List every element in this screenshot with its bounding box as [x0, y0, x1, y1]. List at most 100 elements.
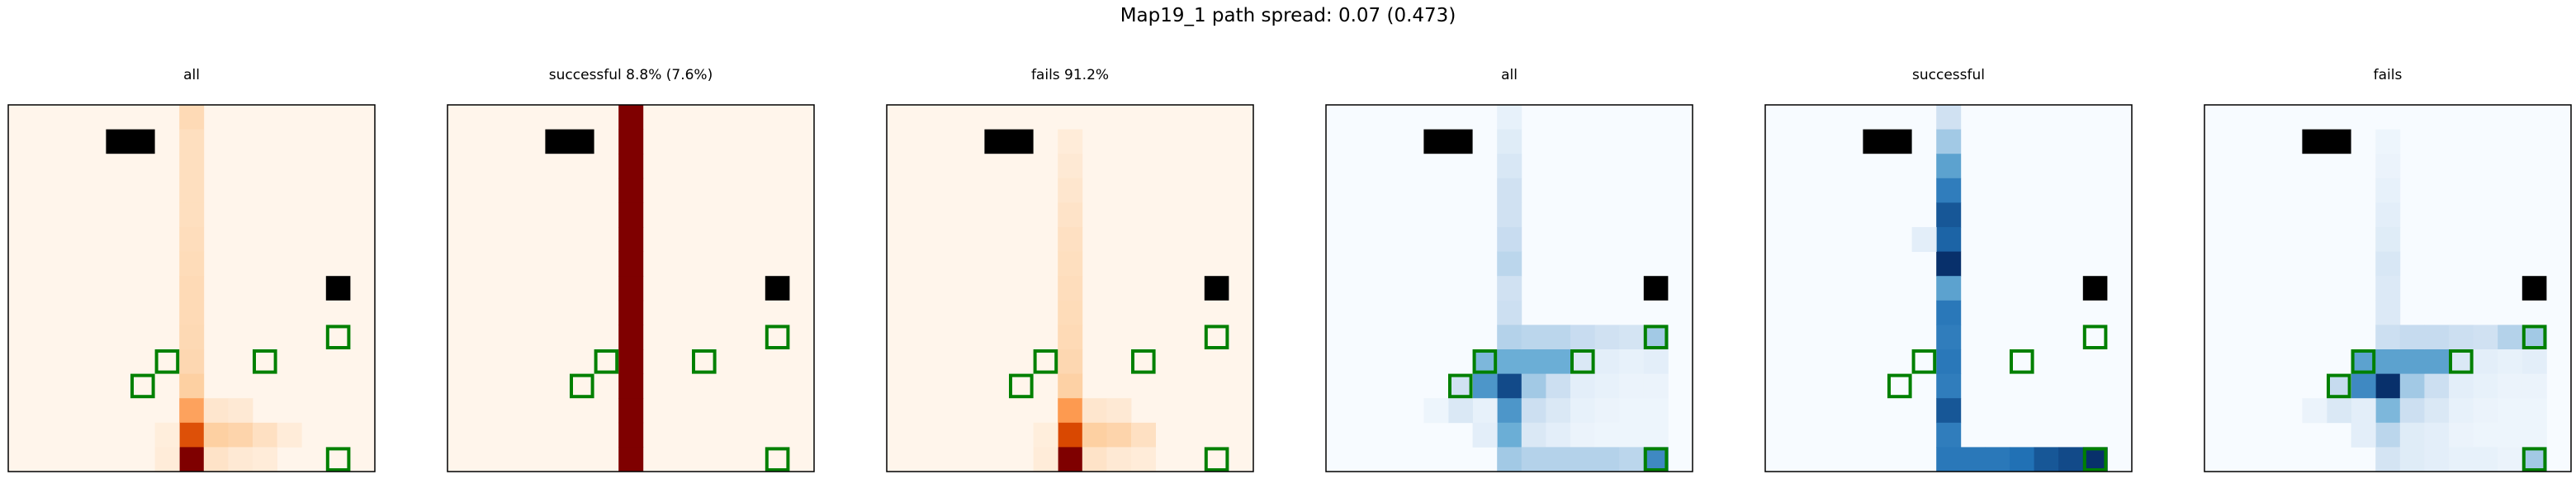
- heatmap-cell: [2473, 447, 2498, 472]
- heatmap-cell: [1546, 447, 1571, 472]
- heatmap-cell: [179, 422, 205, 448]
- heatmap-cell: [1058, 300, 1083, 325]
- heatmap-cell: [1448, 373, 1473, 399]
- heatmap-cell: [2498, 349, 2523, 374]
- heatmap-cell: [228, 398, 253, 424]
- heatmap-cell: [1497, 129, 1522, 154]
- obstacle-cell: [2082, 276, 2108, 301]
- figure-suptitle: Map19_1 path spread: 0.07 (0.473): [1120, 5, 1456, 26]
- obstacle-cell: [130, 129, 155, 154]
- heatmap-cell: [618, 325, 644, 350]
- heatmap-cell: [1546, 349, 1571, 374]
- heatmap-cell: [2375, 202, 2401, 228]
- heatmap-cell: [2327, 398, 2351, 424]
- heatmap-cell: [1082, 447, 1107, 472]
- heatmap-cell: [2498, 373, 2523, 399]
- heatmap-cell: [1497, 105, 1522, 130]
- heatmap-cell: [179, 178, 205, 203]
- heatmap-cell: [2351, 349, 2376, 374]
- heatmap-cell: [2399, 325, 2425, 350]
- heatmap-cell: [2327, 373, 2351, 399]
- heatmap-cell: [1521, 373, 1546, 399]
- heatmap-cell: [203, 398, 229, 424]
- heatmap-cell: [1936, 178, 1962, 203]
- heatmap-cell: [2449, 398, 2474, 424]
- heatmap-cell: [1106, 447, 1132, 472]
- heatmap-cell: [1936, 398, 1962, 424]
- heatmap-cell: [1985, 447, 2010, 472]
- heatmap-cell: [1497, 325, 1522, 350]
- heatmap-cell: [2449, 349, 2474, 374]
- heatmap-cell: [2375, 422, 2401, 448]
- heatmap-cell: [2473, 325, 2498, 350]
- heatmap-cell: [2375, 373, 2401, 399]
- axes-frame: [1764, 104, 2133, 472]
- heatmap-cell: [2424, 447, 2450, 472]
- heatmap-cell: [2375, 300, 2401, 325]
- heatmap-cell: [618, 178, 644, 203]
- heatmap-cell: [1619, 422, 1645, 448]
- heatmap-cell: [2375, 325, 2401, 350]
- axes-frame: [886, 104, 1254, 472]
- heatmap-cell: [1521, 349, 1546, 374]
- panel-5-title: successful: [1912, 67, 1985, 83]
- heatmap-cell: [1472, 349, 1498, 374]
- heatmap-cell: [1521, 325, 1546, 350]
- goal-marker: [1448, 373, 1473, 399]
- heatmap-cell: [1448, 398, 1473, 424]
- axes-frame: [447, 104, 815, 472]
- heatmap-cell: [2473, 398, 2498, 424]
- heatmap-cell: [1570, 398, 1595, 424]
- goal-marker: [2449, 349, 2474, 374]
- heatmap-cell: [1058, 251, 1083, 277]
- heatmap-cell: [2498, 422, 2523, 448]
- heatmap-cell: [618, 251, 644, 277]
- heatmap-cell: [2424, 373, 2450, 399]
- heatmap-cell: [2424, 325, 2450, 350]
- heatmap-cell: [1936, 349, 1962, 374]
- goal-marker: [1911, 349, 1937, 374]
- heatmap-cell: [1570, 349, 1595, 374]
- heatmap-cell: [1936, 105, 1962, 130]
- heatmap-cell: [1911, 227, 1937, 252]
- heatmap-panel-4: [1325, 104, 1693, 472]
- heatmap-cell: [1472, 373, 1498, 399]
- heatmap-cell: [1594, 398, 1620, 424]
- goal-marker: [325, 325, 351, 349]
- heatmap-cell: [1936, 154, 1962, 179]
- heatmap-cell: [618, 105, 644, 130]
- heatmap-cell: [1423, 398, 1449, 424]
- panel-2-title: successful 8.8% (7.6%): [548, 67, 713, 83]
- heatmap-cell: [1936, 276, 1962, 301]
- obstacle-cell: [765, 276, 790, 301]
- heatmap-cell: [2375, 276, 2401, 301]
- heatmap-cell: [1643, 325, 1669, 350]
- heatmap-cell: [1497, 251, 1522, 277]
- heatmap-cell: [2010, 447, 2034, 472]
- goal-marker: [765, 325, 790, 349]
- heatmap-cell: [179, 447, 205, 472]
- panel-3-title: fails 91.2%: [1030, 67, 1110, 83]
- heatmap-cell: [2351, 398, 2376, 424]
- goal-marker: [154, 349, 180, 374]
- heatmap-cell: [1497, 373, 1522, 399]
- heatmap-cell: [1643, 398, 1669, 424]
- heatmap-cell: [1521, 398, 1546, 424]
- heatmap-cell: [1472, 422, 1498, 448]
- heatmap-cell: [2498, 325, 2523, 350]
- heatmap-cell: [2351, 373, 2376, 399]
- heatmap-cell: [2375, 178, 2401, 203]
- obstacle-cell: [1887, 129, 1912, 154]
- heatmap-cell: [2449, 325, 2474, 350]
- heatmap-cell: [1058, 398, 1083, 424]
- heatmap-cell: [1497, 154, 1522, 179]
- heatmap-cell: [618, 373, 644, 399]
- heatmap-cell: [618, 422, 644, 448]
- heatmap-cell: [154, 422, 180, 448]
- heatmap-cell: [2498, 447, 2523, 472]
- heatmap-cell: [1497, 178, 1522, 203]
- goal-marker: [325, 447, 351, 472]
- obstacle-cell: [1009, 129, 1034, 154]
- obstacle-cell: [545, 129, 570, 154]
- heatmap-cell: [1497, 227, 1522, 252]
